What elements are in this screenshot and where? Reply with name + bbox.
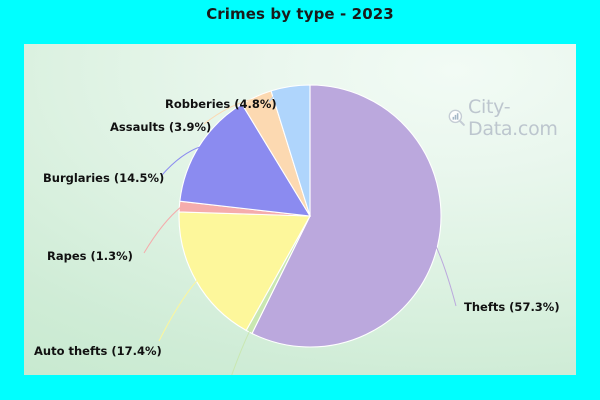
pie-label-robberies: Robberies (4.8%)	[165, 97, 277, 111]
pie-label-auto-thefts: Auto thefts (17.4%)	[34, 344, 162, 358]
leader-line-robberies	[268, 87, 291, 103]
leader-line-arson	[231, 329, 251, 375]
pie-chart-svg	[143, 84, 457, 375]
leader-line-assaults	[203, 97, 257, 125]
page-title: Crimes by type - 2023	[206, 5, 394, 23]
pie-leader-lines	[143, 87, 457, 375]
watermark-text: City-Data.com	[468, 96, 558, 140]
pie-slices	[178, 84, 442, 348]
pie-label-rapes: Rapes (1.3%)	[47, 249, 133, 263]
pie-slice-burglaries[interactable]	[179, 103, 312, 217]
leader-line-rapes	[143, 206, 182, 254]
pie-label-assaults: Assaults (3.9%)	[110, 120, 212, 134]
pie-label-thefts: Thefts (57.3%)	[464, 300, 560, 314]
watermark: City-Data.com	[448, 96, 576, 140]
pie-label-burglaries: Burglaries (14.5%)	[43, 171, 165, 185]
leader-line-auto-thefts	[158, 279, 199, 342]
leader-line-burglaries	[161, 146, 202, 176]
pie-chart-panel: Thefts (57.3%) Arson (0.8%) Auto thefts …	[24, 44, 576, 375]
pie-slice-auto-thefts[interactable]	[178, 211, 311, 332]
magnifier-barchart-icon	[448, 109, 465, 126]
leader-line-thefts	[435, 245, 457, 307]
pie-slice-robberies[interactable]	[270, 84, 311, 217]
pie-slice-thefts[interactable]	[251, 84, 442, 348]
